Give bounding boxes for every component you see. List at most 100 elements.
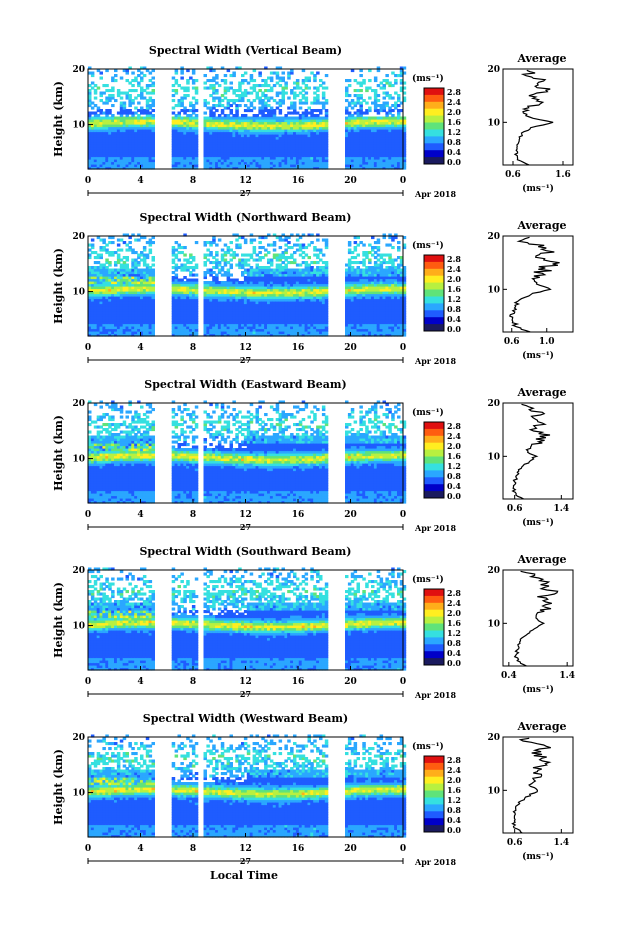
heatmap-cell: [116, 151, 121, 155]
heatmap-cell: [362, 156, 366, 160]
heatmap-cell: [232, 159, 236, 163]
heatmap-cell: [272, 114, 277, 118]
heatmap-cell: [353, 134, 358, 138]
heatmap-cell: [359, 134, 363, 138]
heatmap-cell: [93, 298, 98, 302]
heatmap-cell: [119, 328, 124, 332]
heatmap-cell: [186, 136, 190, 140]
heatmap-cell: [264, 151, 268, 155]
heatmap-cell: [116, 283, 121, 287]
heatmap-cell: [111, 293, 115, 297]
heatmap-cell: [275, 154, 280, 158]
heatmap-cell: [394, 136, 398, 140]
heatmap-cell: [362, 141, 366, 145]
heatmap-cell: [356, 99, 360, 103]
heatmap-cell: [128, 111, 132, 115]
heatmap-cell: [114, 154, 118, 158]
heatmap-cell: [220, 139, 225, 143]
heatmap-cell: [376, 121, 381, 125]
heatmap-cell: [186, 121, 190, 125]
heatmap-cell: [183, 116, 187, 120]
heatmap-cell: [275, 134, 280, 138]
heatmap-cell: [186, 119, 190, 123]
heatmap-cell: [93, 286, 98, 290]
heatmap-cell: [397, 164, 401, 168]
heatmap-cell: [88, 321, 92, 325]
heatmap-cell: [284, 144, 288, 148]
heatmap-cell: [114, 311, 118, 315]
heatmap-cell: [402, 161, 407, 165]
heatmap-cell: [180, 154, 184, 158]
heatmap-cell: [108, 156, 112, 160]
heatmap-cell: [148, 134, 153, 138]
heatmap-cell: [252, 89, 257, 93]
heatmap-cell: [249, 109, 254, 113]
heatmap-cell: [140, 164, 144, 168]
heatmap-cell: [151, 154, 155, 158]
heatmap-cell: [122, 303, 127, 307]
heatmap-cell: [134, 116, 138, 120]
heatmap-cell: [111, 241, 115, 245]
heatmap-cell: [145, 154, 150, 158]
heatmap-cell: [142, 124, 147, 128]
heatmap-cell: [217, 96, 222, 100]
heatmap-cell: [125, 131, 129, 135]
heatmap-cell: [316, 109, 320, 113]
heatmap-cell: [238, 84, 242, 88]
heatmap-cell: [243, 71, 248, 75]
heatmap-cell: [226, 161, 231, 165]
heatmap-cell: [151, 81, 155, 85]
heatmap-cell: [183, 109, 187, 113]
heatmap-cell: [391, 159, 395, 163]
heatmap-cell: [93, 126, 98, 130]
heatmap-cell: [232, 74, 236, 78]
heatmap-cell: [249, 91, 254, 95]
heatmap-cell: [388, 119, 392, 123]
heatmap-cell: [111, 149, 115, 153]
heatmap-cell: [275, 141, 280, 145]
heatmap-cell: [235, 253, 239, 257]
heatmap-cell: [402, 151, 407, 155]
heatmap-cell: [203, 99, 207, 103]
heatmap-cell: [295, 124, 300, 128]
heatmap-cell: [191, 86, 196, 90]
heatmap-cell: [180, 116, 184, 120]
heatmap-cell: [295, 146, 300, 150]
heatmap-cell: [105, 293, 109, 297]
heatmap-cell: [189, 144, 193, 148]
heatmap-cell: [362, 166, 366, 170]
heatmap-cell: [212, 136, 216, 140]
heatmap-cell: [319, 156, 323, 160]
heatmap-cell: [310, 149, 314, 153]
heatmap-cell: [368, 156, 372, 160]
heatmap-cell: [359, 84, 363, 88]
heatmap-cell: [88, 243, 92, 247]
heatmap-cell: [90, 144, 95, 148]
heatmap-cell: [111, 141, 115, 145]
heatmap-cell: [140, 96, 144, 100]
heatmap-cell: [267, 164, 271, 168]
heatmap-cell: [137, 94, 141, 98]
heatmap-cell: [102, 151, 106, 155]
colorbar-tick-label: 1.2: [447, 127, 461, 137]
heatmap-cell: [255, 151, 259, 155]
heatmap-cell: [88, 121, 92, 125]
heatmap-cell: [324, 74, 329, 78]
heatmap-cell: [90, 101, 95, 105]
heatmap-cell: [293, 146, 297, 150]
heatmap-cell: [145, 106, 150, 110]
heatmap-cell: [394, 104, 398, 108]
heatmap-cell: [293, 104, 297, 108]
heatmap-cell: [220, 164, 225, 168]
heatmap-cell: [255, 121, 259, 125]
heatmap-cell: [119, 278, 124, 282]
heatmap-cell: [313, 149, 317, 153]
heatmap-cell: [186, 164, 190, 168]
heatmap-cell: [96, 114, 101, 118]
heatmap-cell: [145, 166, 150, 170]
heatmap-cell: [298, 106, 303, 110]
heatmap-cell: [215, 129, 219, 133]
heatmap-cell: [238, 134, 242, 138]
heatmap-cell: [275, 146, 280, 150]
heatmap-cell: [99, 286, 103, 290]
